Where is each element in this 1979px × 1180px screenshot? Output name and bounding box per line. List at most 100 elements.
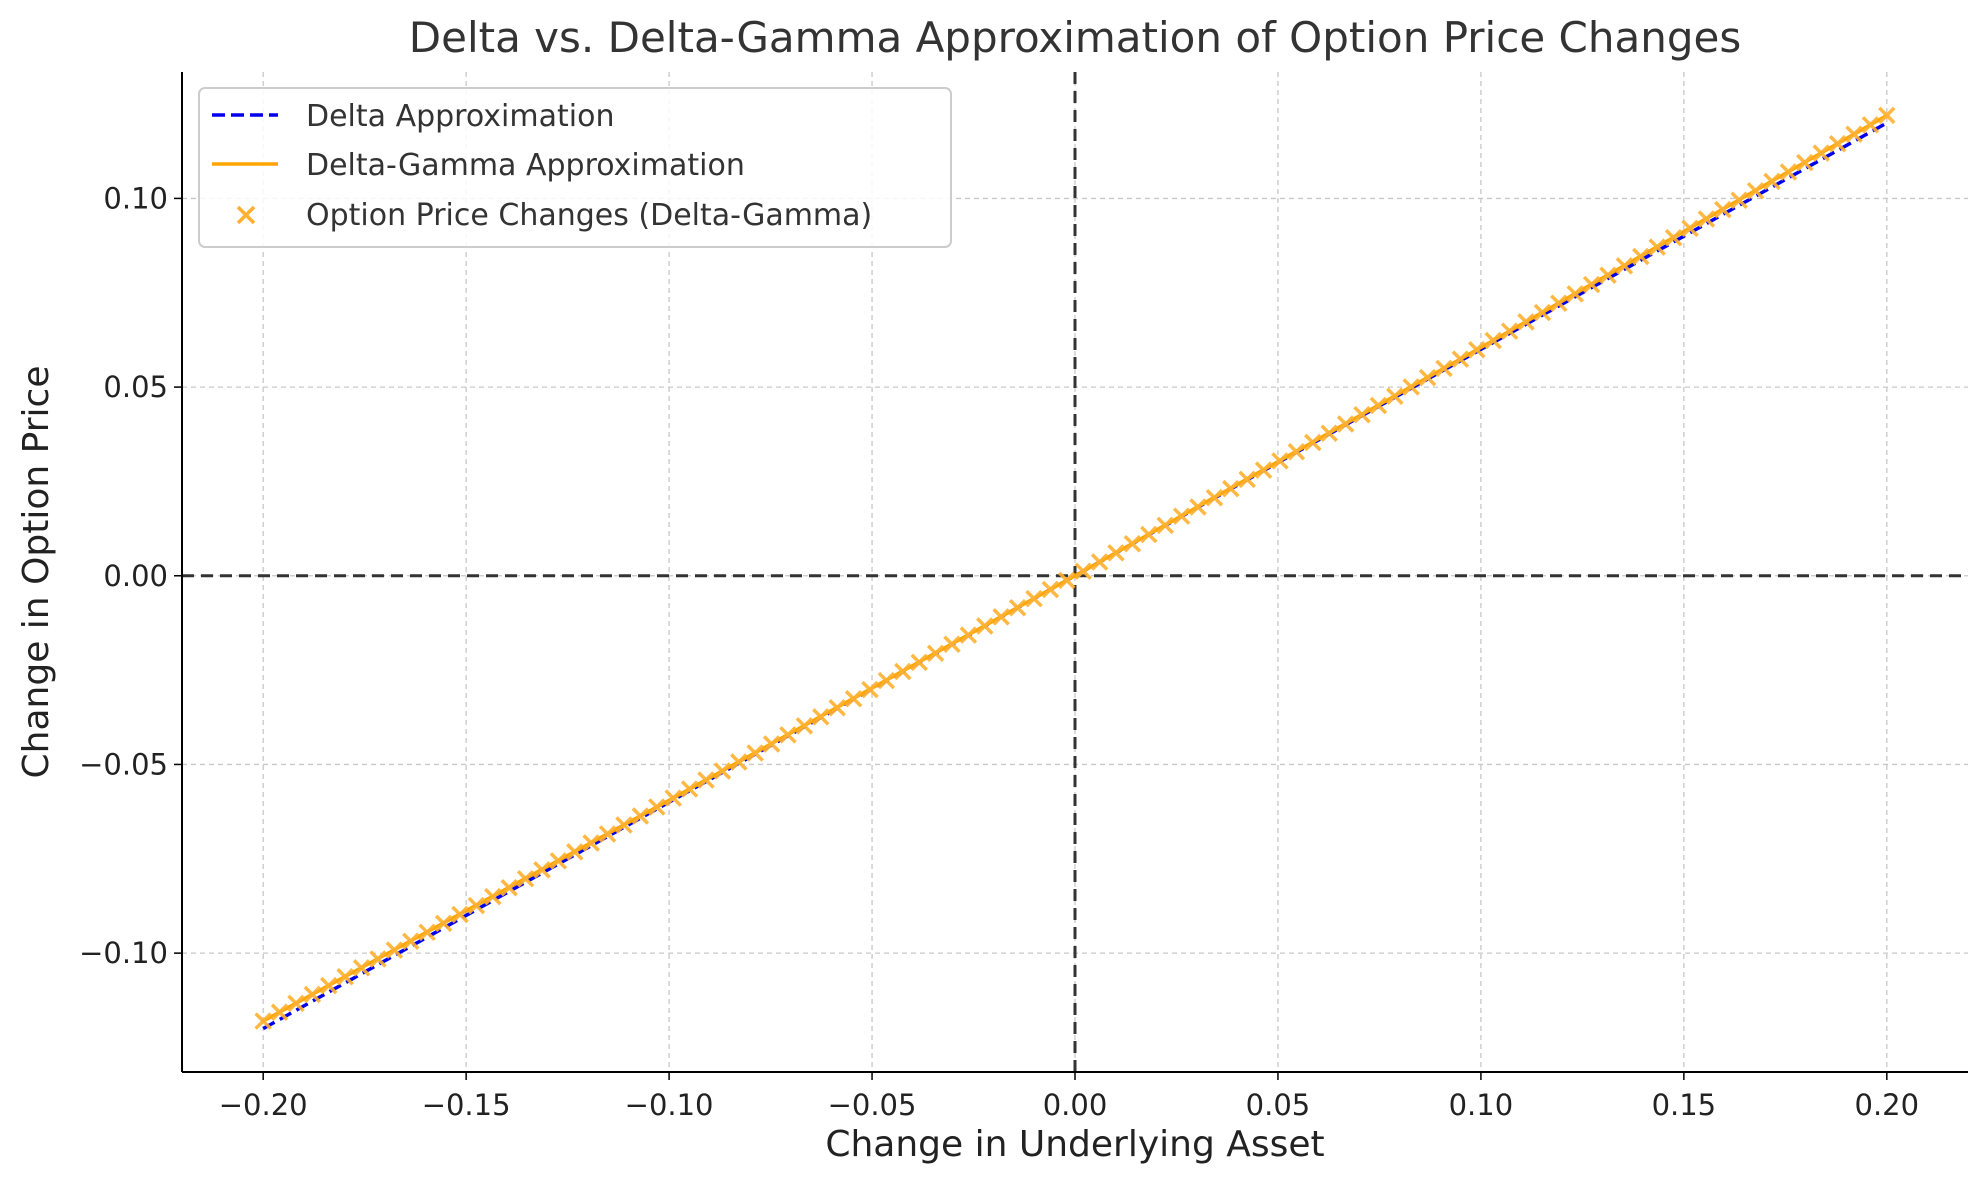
option-price-change-marker <box>1222 479 1240 498</box>
option-price-change-marker <box>812 708 830 726</box>
option-price-change-marker <box>1172 507 1191 525</box>
option-price-change-marker <box>1861 116 1880 134</box>
option-price-change-marker <box>746 744 764 762</box>
x-axis-title: Change in Underlying Asset <box>825 1124 1324 1165</box>
option-price-change-marker <box>910 653 928 672</box>
option-price-change-marker <box>598 825 617 843</box>
option-price-change-marker <box>1484 331 1502 350</box>
option-price-change-marker <box>1451 350 1470 368</box>
option-price-change-marker <box>1746 182 1765 200</box>
option-price-change-marker <box>1058 571 1076 590</box>
y-tick-label: 0.10 <box>103 181 168 215</box>
option-price-change-marker <box>1845 125 1863 144</box>
option-price-change-marker <box>1763 172 1781 191</box>
option-price-change-marker <box>844 689 863 708</box>
option-price-change-marker <box>1599 266 1617 284</box>
option-price-change-marker <box>1320 424 1338 442</box>
option-price-change-marker <box>1156 516 1174 535</box>
option-price-change-marker <box>533 861 551 879</box>
series-delta-approximation <box>262 121 1888 1031</box>
option-price-change-marker <box>1304 433 1322 452</box>
option-price-change-marker <box>516 870 535 888</box>
y-tick-label: 0.00 <box>103 559 168 593</box>
option-price-change-marker <box>1878 106 1896 125</box>
option-price-change-marker <box>1254 461 1273 479</box>
x-tick-label: −0.10 <box>625 1088 714 1122</box>
option-price-change-marker <box>1271 452 1289 470</box>
option-price-change-marker <box>500 878 518 897</box>
x-tick-label: −0.05 <box>828 1088 917 1122</box>
option-price-change-marker <box>861 680 879 699</box>
option-price-change-marker <box>303 985 322 1004</box>
option-price-change-marker <box>1730 191 1748 209</box>
option-price-change-marker <box>976 617 994 635</box>
option-price-change-marker <box>254 1012 272 1030</box>
option-price-change-marker <box>1336 415 1355 433</box>
option-price-change-marker <box>402 932 420 950</box>
legend-box <box>198 87 952 248</box>
option-price-change-marker <box>336 968 354 986</box>
x-tick-label: 0.05 <box>1246 1088 1311 1122</box>
option-price-change-marker <box>1648 238 1666 256</box>
option-price-change-marker <box>1697 210 1716 228</box>
option-price-change-marker <box>434 914 453 933</box>
option-price-change-marker <box>1402 378 1420 396</box>
option-price-change-marker <box>1779 163 1798 181</box>
option-price-change-marker <box>762 735 781 753</box>
option-price-change-marker <box>648 798 666 816</box>
legend-label-option-price-changes: Option Price Changes (Delta-Gamma) <box>306 198 872 233</box>
option-price-change-marker <box>1287 442 1306 461</box>
option-price-change-marker <box>828 699 846 717</box>
option-price-change-marker <box>713 762 732 780</box>
legend-label-delta: Delta Approximation <box>306 99 614 134</box>
legend-swatch-markers <box>236 205 256 225</box>
legend: Delta Approximation Delta-Gamma Approxim… <box>198 87 952 248</box>
option-price-change-marker <box>615 816 633 834</box>
x-tick-label: 0.20 <box>1855 1088 1920 1122</box>
option-price-change-marker <box>926 644 945 663</box>
option-price-change-marker <box>1189 498 1207 516</box>
option-price-change-marker <box>1828 134 1847 153</box>
option-price-change-marker <box>582 834 600 852</box>
x-tick-label: 0.10 <box>1449 1088 1514 1122</box>
option-price-change-marker <box>877 671 896 690</box>
option-price-change-marker <box>287 994 305 1013</box>
option-price-change-marker <box>1714 200 1732 219</box>
option-price-change-marker <box>1582 275 1601 294</box>
option-price-change-marker <box>1369 396 1388 415</box>
option-price-change-marker <box>1435 359 1453 378</box>
option-price-change-marker <box>1090 553 1109 571</box>
y-axis-title: Change in Option Price <box>16 366 57 779</box>
option-price-change-marker <box>959 626 978 644</box>
option-price-change-marker <box>484 887 502 906</box>
option-price-change-marker <box>631 807 650 825</box>
y-tick-label: −0.10 <box>79 936 168 970</box>
option-price-change-marker <box>992 608 1010 626</box>
y-tick-label: −0.05 <box>79 747 168 781</box>
option-price-change-marker <box>1140 525 1158 544</box>
option-price-change-marker <box>1353 406 1371 424</box>
x-tick-label: −0.15 <box>422 1088 511 1122</box>
option-price-change-marker <box>1025 589 1043 608</box>
option-price-change-marker <box>352 959 371 977</box>
option-price-change-marker <box>1500 322 1519 340</box>
chart-title: Delta vs. Delta-Gamma Approximation of O… <box>409 13 1741 62</box>
legend-label-delta-gamma: Delta-Gamma Approximation <box>306 148 745 183</box>
option-price-change-marker <box>664 789 682 807</box>
series-delta-gamma-approximation <box>262 113 1888 1023</box>
option-price-change-marker <box>1468 341 1486 359</box>
option-price-change-marker <box>1074 562 1092 580</box>
option-price-change-marker <box>1550 294 1568 312</box>
option-price-change-marker <box>1632 247 1650 266</box>
option-price-change-marker <box>697 771 715 789</box>
option-price-change-marker <box>566 843 584 861</box>
option-price-change-marker <box>1664 229 1683 247</box>
option-price-change-marker <box>1386 387 1404 405</box>
option-price-change-marker <box>680 780 699 798</box>
option-price-change-marker <box>467 896 486 915</box>
option-price-change-marker <box>451 905 469 924</box>
x-tick-label: 0.00 <box>1043 1088 1108 1122</box>
option-price-change-marker <box>1615 257 1634 275</box>
